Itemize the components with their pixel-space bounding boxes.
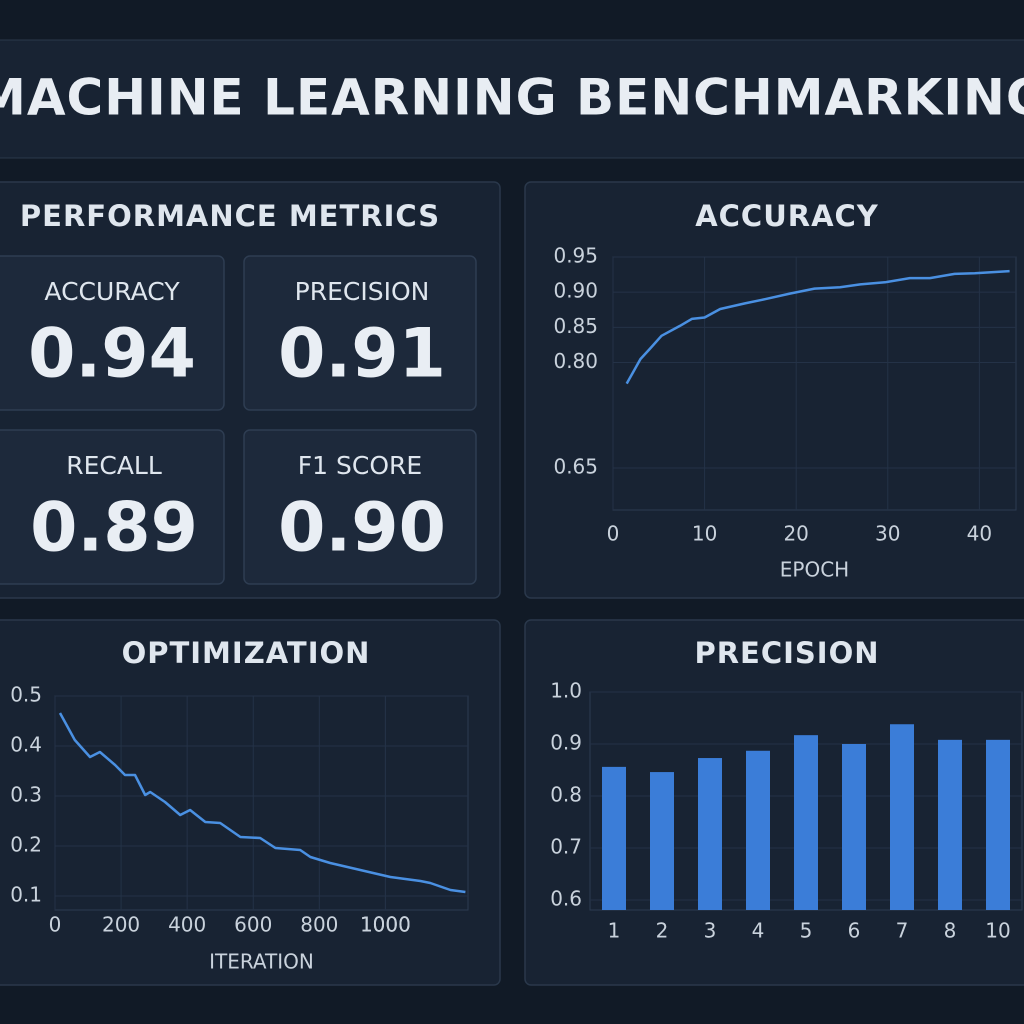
y-tick-label: 0.7 xyxy=(550,835,582,859)
x-axis-label: ITERATION xyxy=(209,950,314,974)
x-tick-label: 4 xyxy=(752,919,765,943)
metric-value: 0.90 xyxy=(278,489,446,568)
x-tick-label: 8 xyxy=(944,919,957,943)
bar xyxy=(986,739,1010,910)
x-tick-label: 40 xyxy=(967,522,992,546)
x-tick-label: 200 xyxy=(102,913,140,937)
x-tick-label: 6 xyxy=(848,919,861,943)
x-tick-label: 5 xyxy=(800,919,813,943)
metric-value: 0.91 xyxy=(278,315,446,394)
metric-card xyxy=(243,255,477,411)
bar xyxy=(698,758,722,910)
bar xyxy=(890,724,914,910)
metric-card xyxy=(243,429,477,585)
bar xyxy=(938,739,962,910)
y-tick-label: 0.1 xyxy=(10,883,42,907)
metric-label: ACCURACY xyxy=(44,277,180,306)
bar xyxy=(842,744,866,910)
metric-label: PRECISION xyxy=(295,277,430,306)
x-tick-label: 0 xyxy=(607,522,620,546)
x-tick-label: 800 xyxy=(300,913,338,937)
page-title: MACHINE LEARNING BENCHMARKING xyxy=(0,69,1024,127)
x-tick-label: 1 xyxy=(608,919,621,943)
optimization-panel xyxy=(0,619,501,986)
data-line xyxy=(58,712,466,894)
x-tick-label: 20 xyxy=(783,522,808,546)
y-tick-label: 0.95 xyxy=(553,244,598,268)
y-tick-label: 0.3 xyxy=(10,783,42,807)
y-tick-label: 0.5 xyxy=(10,683,42,707)
bar xyxy=(746,750,770,910)
panel-title: PERFORMANCE METRICS xyxy=(20,199,440,233)
x-tick-label: 1000 xyxy=(360,913,411,937)
bar xyxy=(602,766,626,910)
data-line xyxy=(625,269,1010,385)
x-tick-label: 600 xyxy=(234,913,272,937)
y-tick-label: 0.80 xyxy=(553,349,598,373)
y-tick-label: 1.0 xyxy=(550,679,582,703)
x-tick-label: 7 xyxy=(896,919,909,943)
metric-card xyxy=(0,255,225,411)
x-tick-label: 3 xyxy=(704,919,717,943)
chart-title: OPTIMIZATION xyxy=(122,636,371,670)
x-axis-label: EPOCH xyxy=(780,558,849,582)
bar xyxy=(794,735,818,910)
y-tick-label: 0.4 xyxy=(10,733,42,757)
y-tick-label: 0.9 xyxy=(550,731,582,755)
x-tick-label: 30 xyxy=(875,522,900,546)
bar xyxy=(650,772,674,910)
y-tick-label: 0.8 xyxy=(550,783,582,807)
y-tick-label: 0.85 xyxy=(553,314,598,338)
x-tick-label: 10 xyxy=(985,919,1010,943)
x-tick-label: 0 xyxy=(49,913,62,937)
metric-value: 0.94 xyxy=(28,315,196,394)
y-tick-label: 0.65 xyxy=(553,455,598,479)
x-tick-label: 10 xyxy=(692,522,717,546)
metric-card xyxy=(0,429,225,585)
metric-value: 0.89 xyxy=(30,489,198,568)
metric-label: F1 SCORE xyxy=(298,451,422,480)
header-bar xyxy=(0,39,1024,159)
accuracy-panel xyxy=(524,181,1024,599)
y-tick-label: 0.2 xyxy=(10,833,42,857)
y-tick-label: 0.6 xyxy=(550,887,582,911)
y-tick-label: 0.90 xyxy=(553,279,598,303)
x-tick-label: 2 xyxy=(656,919,669,943)
x-tick-label: 400 xyxy=(168,913,206,937)
x-tick-label: 1000 xyxy=(360,913,411,937)
chart-title: PRECISION xyxy=(694,636,879,670)
metric-label: RECALL xyxy=(66,451,162,480)
chart-title: ACCURACY xyxy=(695,199,879,233)
